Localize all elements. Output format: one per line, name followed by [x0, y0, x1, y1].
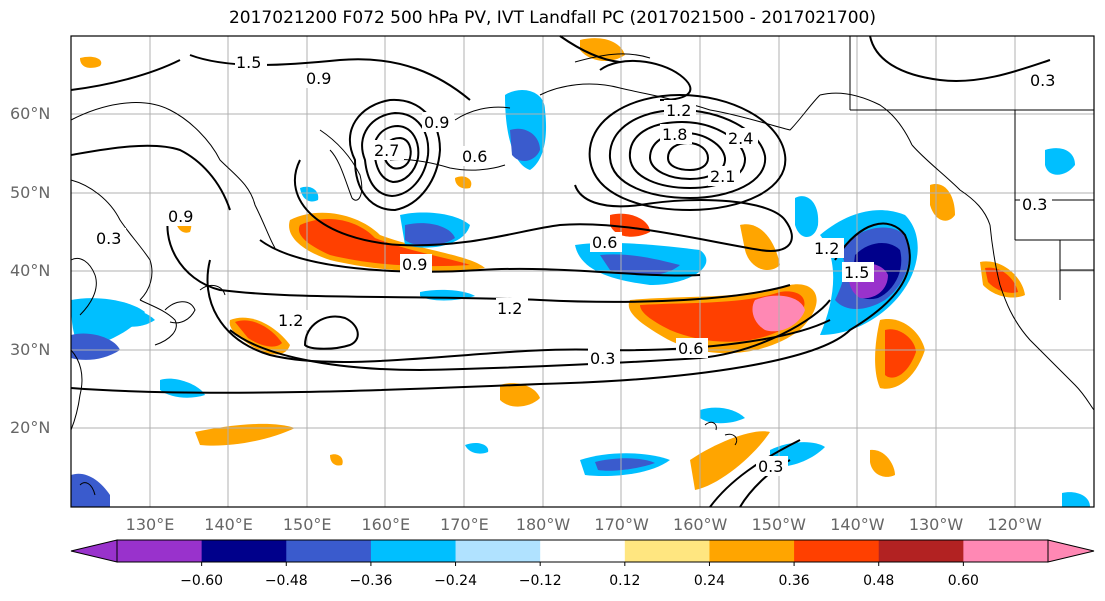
- longitude-label: 150°W: [751, 515, 806, 534]
- colorbar-tick-label: −0.48: [264, 573, 308, 589]
- latitude-label: 60°N: [10, 104, 51, 123]
- contour-label: 0.3: [1022, 195, 1047, 214]
- contour-label: 0.9: [306, 69, 331, 88]
- contour-label: 1.8: [662, 125, 687, 144]
- graticule: [71, 36, 1094, 507]
- contour-label: 0.9: [402, 255, 427, 274]
- colorbar-swatch: [878, 540, 964, 562]
- colorbar-extend-max: [1047, 539, 1095, 563]
- contour-label: 0.6: [678, 339, 703, 358]
- longitude-label: 130°W: [908, 515, 964, 534]
- contour-label: 0.6: [462, 147, 487, 166]
- longitude-label: 130°E: [125, 515, 175, 534]
- contour-label: 0.3: [590, 349, 615, 368]
- colorbar-tick-label: −0.36: [349, 573, 393, 589]
- colorbar-swatch: [709, 540, 795, 562]
- latitude-label: 20°N: [10, 418, 51, 437]
- contour-label: 0.9: [424, 113, 449, 132]
- colorbar-tick-label: −0.12: [518, 573, 562, 589]
- contour-label: 0.9: [168, 207, 193, 226]
- colorbar: [70, 539, 1095, 566]
- longitude-label: 160°W: [673, 515, 728, 534]
- colorbar-extend-min: [70, 539, 118, 563]
- contour-label: 0.3: [1030, 71, 1055, 90]
- colorbar-swatch: [455, 540, 541, 562]
- longitude-label: 160°E: [361, 515, 411, 534]
- colorbar-swatch: [117, 540, 203, 562]
- colorbar-outline: [116, 539, 1049, 563]
- map-title: 2017021200 F072 500 hPa PV, IVT Landfall…: [228, 8, 876, 28]
- contour-label: 1.5: [844, 263, 869, 282]
- longitude-label: 170°E: [440, 515, 489, 534]
- colorbar-tick-label: 0.36: [778, 573, 810, 589]
- contour-label: 1.2: [278, 311, 303, 330]
- colorbar-swatch: [286, 540, 372, 562]
- contour-labels: 1.5 0.9 1.2 0.3 0.6 0.6 1.2 1.2 1.5 0.3 …: [94, 52, 1060, 476]
- colorbar-swatch: [201, 540, 287, 562]
- latitude-label: 40°N: [10, 261, 51, 280]
- longitude-label: 140°E: [204, 515, 253, 534]
- contour-label: 0.6: [592, 233, 617, 252]
- contour-label: 0.3: [758, 457, 783, 476]
- contour-label: 2.7: [374, 141, 399, 160]
- colorbar-swatch: [370, 540, 457, 562]
- coastlines: [70, 36, 1095, 496]
- colorbar-tick-label: −0.24: [434, 573, 477, 589]
- colorbar-tick-label: 0.24: [693, 573, 726, 589]
- map-frame: [70, 35, 1095, 508]
- contour-label: 1.5: [236, 53, 261, 72]
- longitude-label: 150°E: [282, 515, 332, 534]
- colorbar-swatch: [624, 540, 710, 562]
- contour-label: 0.3: [96, 229, 121, 248]
- contour-label: 1.2: [666, 101, 691, 120]
- latitude-label: 30°N: [10, 339, 51, 359]
- colorbar-tick-label: −0.60: [180, 573, 224, 589]
- colorbar-tick-label: 0.60: [947, 573, 979, 589]
- contour-label: 1.2: [497, 299, 522, 318]
- longitude-label: 140°W: [830, 515, 885, 534]
- colorbar-tick-label: 0.48: [863, 573, 895, 589]
- colorbar-tick-label: 0.12: [609, 573, 641, 589]
- longitude-label: 170°W: [594, 515, 649, 534]
- latitude-label: 50°N: [10, 182, 51, 202]
- colorbar-swatch: [794, 540, 880, 562]
- contour-label: 2.1: [710, 167, 735, 186]
- colorbar-swatch: [540, 540, 626, 562]
- longitude-label: 120°W: [987, 515, 1042, 534]
- contour-label: 2.4: [728, 129, 753, 148]
- colorbar-swatch: [963, 540, 1049, 562]
- longitude-label: 180°W: [515, 515, 571, 534]
- contour-label: 1.2: [814, 239, 839, 258]
